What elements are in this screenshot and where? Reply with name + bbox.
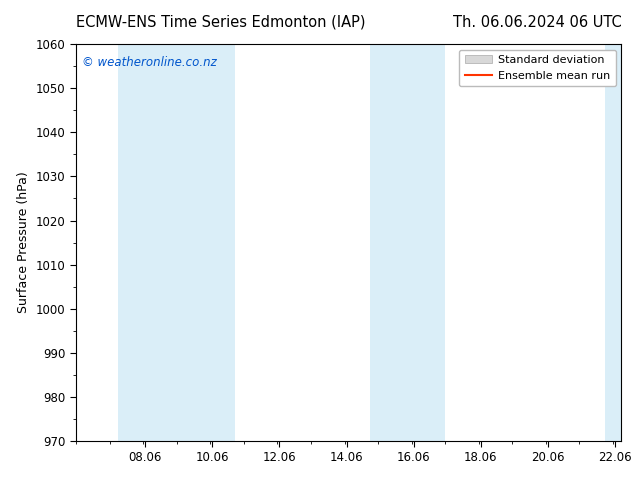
- Y-axis label: Surface Pressure (hPa): Surface Pressure (hPa): [17, 172, 30, 314]
- Text: ECMW-ENS Time Series Edmonton (IAP): ECMW-ENS Time Series Edmonton (IAP): [76, 15, 366, 30]
- Text: Th. 06.06.2024 06 UTC: Th. 06.06.2024 06 UTC: [453, 15, 621, 30]
- Bar: [411, 44, 445, 441]
- Bar: [605, 44, 621, 441]
- Legend: Standard deviation, Ensemble mean run: Standard deviation, Ensemble mean run: [459, 49, 616, 86]
- Bar: [118, 44, 193, 441]
- Bar: [193, 44, 235, 441]
- Text: © weatheronline.co.nz: © weatheronline.co.nz: [82, 56, 216, 69]
- Bar: [370, 44, 411, 441]
